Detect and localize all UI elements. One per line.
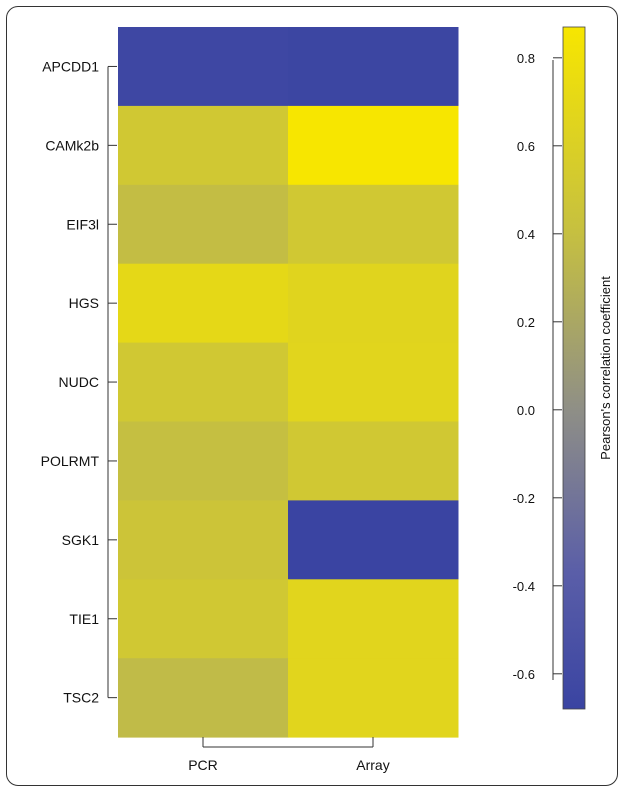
row-label-polrmt: POLRMT — [41, 453, 100, 469]
colorbar: Pearson's correlation coefficient 0.8 0.6… — [513, 26, 613, 710]
heatmap-cell-sgk1-pcr — [118, 500, 289, 580]
heatmap-cell-tie1-array — [288, 579, 459, 659]
colorbar-tick-label: 0.8 — [517, 51, 535, 66]
heatmap-cell-tsc2-pcr — [118, 658, 289, 738]
colorbar-tick-label: -0.2 — [513, 491, 535, 506]
heatmap-cell-tie1-pcr — [118, 579, 289, 659]
heatmap-cell-eif3l-pcr — [118, 184, 289, 265]
heatmap-cell-polrmt-pcr — [118, 421, 289, 501]
colorbar-gradient — [562, 26, 586, 710]
row-label-sgk1: SGK1 — [62, 532, 100, 548]
colorbar-label: Pearson's correlation coefficient — [598, 276, 613, 460]
column-label-array: Array — [356, 757, 389, 773]
heatmap-cell-nudc-pcr — [118, 342, 289, 422]
row-label-camk2b: CAMk2b — [45, 137, 99, 153]
row-label-tie1: TIE1 — [69, 611, 99, 627]
row-label-eif3l: EIF3l — [66, 216, 99, 232]
heatmap-cell-tsc2-array — [288, 658, 459, 738]
heatmap-cell-hgs-pcr — [118, 263, 289, 344]
row-label-hgs: HGS — [69, 295, 99, 311]
heatmap-cell-polrmt-array — [288, 421, 459, 501]
colorbar-tick-label: -0.6 — [513, 667, 535, 682]
heatmap-cell-camk2b-pcr — [118, 105, 289, 186]
row-axis: APCDD1 CAMk2b EIF3l HGS NUDC POLRMT SGK1 TIE1 TS… — [41, 58, 117, 706]
column-axis: PCR Array — [188, 737, 390, 773]
row-label-nudc: NUDC — [59, 374, 99, 390]
column-label-pcr: PCR — [188, 757, 218, 773]
colorbar-tick-label: 0.4 — [517, 227, 535, 242]
heatmap-cell-apcdd1-pcr — [118, 27, 289, 107]
heatmap-cell-nudc-array — [288, 342, 459, 422]
heatmap-cell-sgk1-array — [288, 500, 459, 580]
row-label-tsc2: TSC2 — [63, 690, 99, 706]
colorbar-tick-label: 0.2 — [517, 315, 535, 330]
heatmap-cell-eif3l-array — [288, 184, 459, 265]
heatmap-cell-camk2b-array — [288, 105, 459, 186]
colorbar-tick-label: 0.0 — [517, 403, 535, 418]
colorbar-tick-label: -0.4 — [513, 579, 535, 594]
row-label-apcdd1: APCDD1 — [42, 58, 99, 74]
heatmap-cell-hgs-array — [288, 263, 459, 344]
colorbar-tick-label: 0.6 — [517, 139, 535, 154]
heatmap-cells — [118, 27, 459, 738]
heatmap-cell-apcdd1-array — [288, 27, 459, 107]
